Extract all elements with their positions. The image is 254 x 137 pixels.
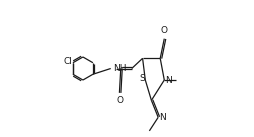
Text: N: N — [159, 113, 166, 122]
Text: N: N — [165, 75, 171, 85]
Text: NH: NH — [113, 64, 126, 73]
Text: Cl: Cl — [63, 57, 72, 66]
Text: O: O — [161, 26, 168, 35]
Text: S: S — [139, 74, 145, 83]
Text: O: O — [117, 96, 124, 105]
